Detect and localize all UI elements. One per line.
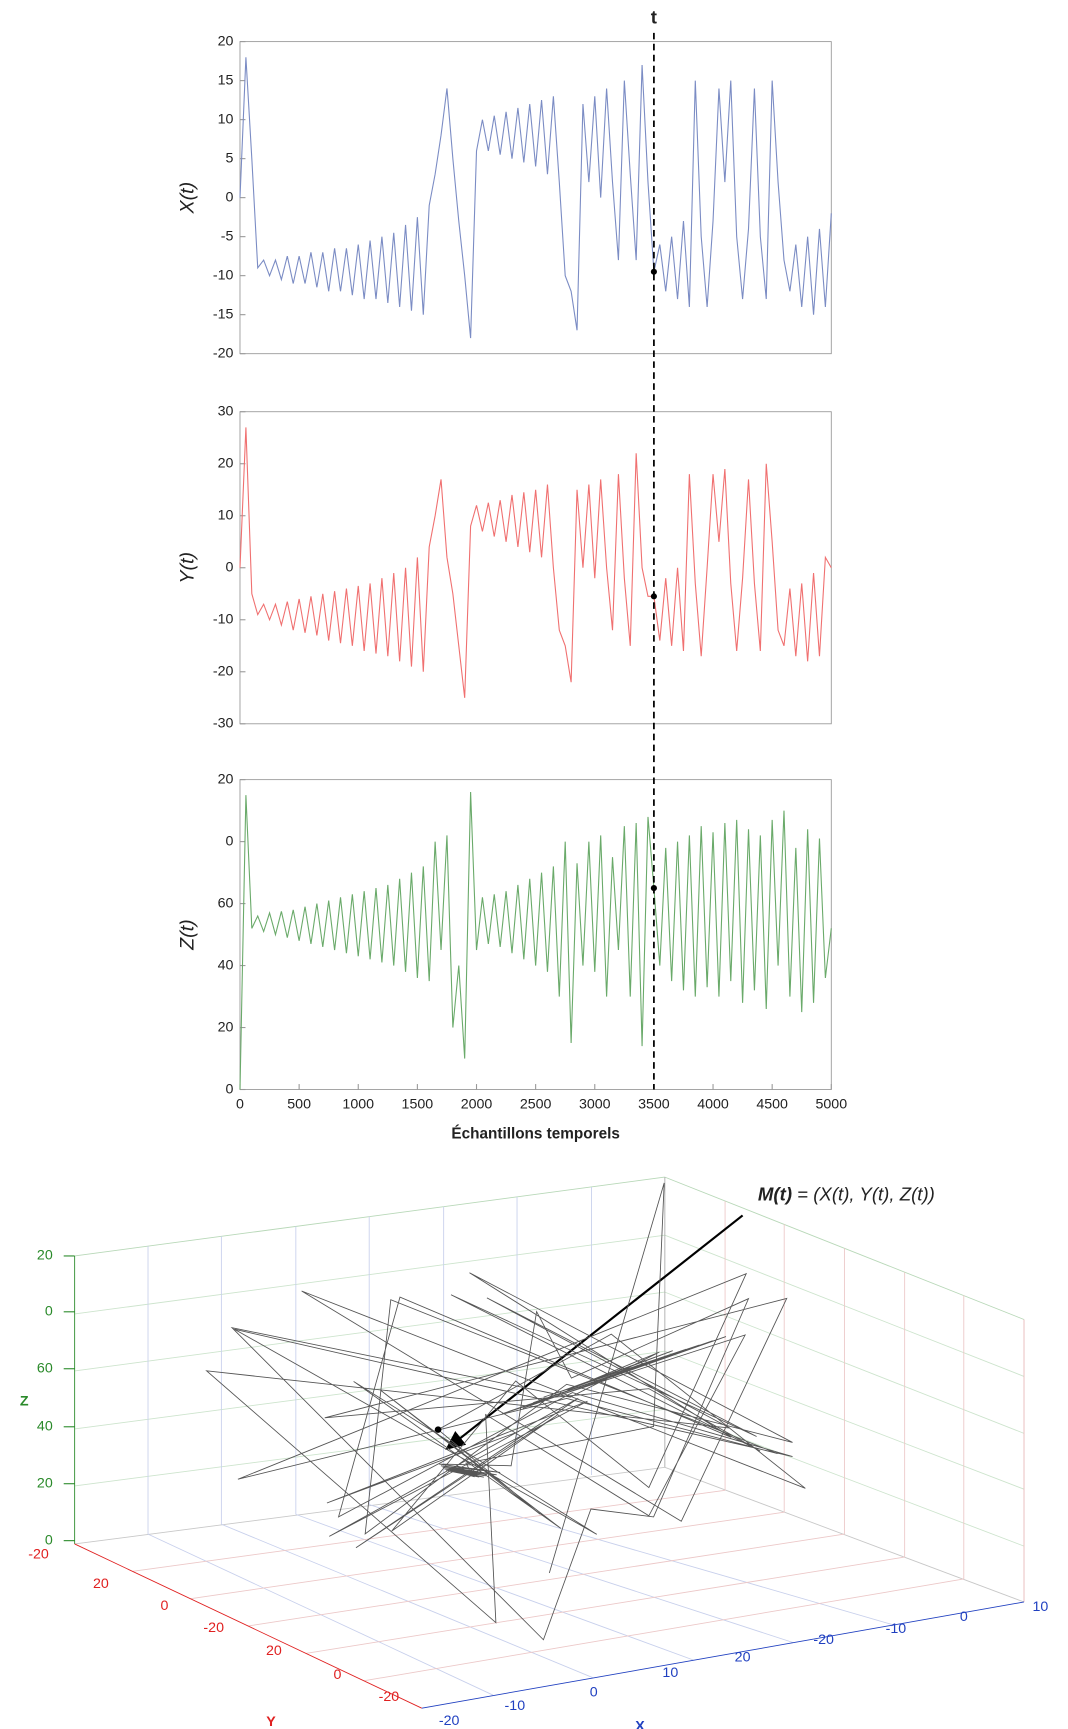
x-tick-label-3d: 0 xyxy=(590,1685,598,1701)
x-tick-label-3d: -10 xyxy=(886,1621,907,1637)
y-tick-label: 0 xyxy=(226,560,234,576)
x-tick-label: 1000 xyxy=(342,1097,374,1113)
y-axis-label: Y xyxy=(266,1714,276,1729)
y-tick-label-3d: 20 xyxy=(266,1643,282,1659)
y-axis-label: X(t) xyxy=(177,182,199,215)
y-tick-label: 15 xyxy=(218,72,234,88)
x-tick-label: 4500 xyxy=(756,1097,788,1113)
z-tick-label: 40 xyxy=(37,1419,53,1435)
y-tick-label: 20 xyxy=(218,33,234,49)
y-tick-label: -10 xyxy=(213,612,234,628)
y-tick-label: 60 xyxy=(218,895,234,911)
y-tick-label: 20 xyxy=(218,771,234,787)
x-tick-label: 1500 xyxy=(402,1097,434,1113)
y-axis-label: Y(t) xyxy=(177,552,199,584)
z-tick-label: 60 xyxy=(37,1361,53,1377)
z-tick-label: 0 xyxy=(45,1304,53,1320)
axes-box xyxy=(239,779,832,1090)
y-tick-label: 10 xyxy=(218,111,234,127)
point-3d xyxy=(434,1426,442,1433)
y-tick-label: 5 xyxy=(226,150,234,166)
series-line xyxy=(239,57,832,339)
x-tick-label-3d: 0 xyxy=(960,1609,968,1625)
y-tick-label: 30 xyxy=(218,403,234,419)
annotation-rest: = (X(t), Y(t), Z(t)) xyxy=(792,1184,935,1205)
series-line xyxy=(239,791,832,1090)
y-tick-label-3d: -20 xyxy=(28,1547,49,1563)
x-tick-label: 0 xyxy=(236,1097,244,1113)
y-axis-label: Z(t) xyxy=(177,919,199,951)
y-tick-label-3d: 0 xyxy=(160,1598,168,1614)
x-tick-label-3d: -20 xyxy=(439,1713,460,1729)
x-axis-label: X xyxy=(635,1719,645,1729)
z-axis-label: Z xyxy=(20,1393,29,1409)
annotation: M(t) = (X(t), Y(t), Z(t)) xyxy=(758,1184,935,1205)
x-tick-label: 3500 xyxy=(638,1097,670,1113)
x-tick-label-3d: -20 xyxy=(813,1632,834,1648)
x-tick-label-3d: 20 xyxy=(735,1650,751,1666)
x-tick-label: 5000 xyxy=(815,1097,847,1113)
axes-box xyxy=(239,41,832,355)
annotation-bold: M(t) xyxy=(758,1184,792,1205)
y-tick-label: 40 xyxy=(218,957,234,973)
z-tick-label: 0 xyxy=(45,1532,53,1548)
y-tick-label-3d: 0 xyxy=(333,1667,341,1683)
y-tick-label: 10 xyxy=(218,508,234,524)
annotation-arrow xyxy=(445,1214,744,1451)
z-tick-label: 20 xyxy=(37,1475,53,1491)
y-tick-label: -5 xyxy=(221,228,234,244)
series-line xyxy=(239,427,832,698)
y-tick-label-3d: -20 xyxy=(203,1620,224,1636)
x-tick-label: 3000 xyxy=(579,1097,611,1113)
cursor-point xyxy=(650,593,657,600)
x-tick-label: 4000 xyxy=(697,1097,729,1113)
y-tick-label: -10 xyxy=(213,267,234,283)
y-tick-label: 20 xyxy=(218,455,234,471)
y-tick-label: -15 xyxy=(213,306,234,322)
x-tick-label-3d: 10 xyxy=(662,1665,678,1681)
y-tick-label: 0 xyxy=(226,1081,234,1097)
x-axis-label: Échantillons temporels xyxy=(451,1125,619,1142)
y-tick-label: 0 xyxy=(226,189,234,205)
axes-box xyxy=(239,411,832,725)
z-tick-label: 20 xyxy=(37,1248,53,1264)
cursor-point xyxy=(650,268,657,275)
y-tick-label: -20 xyxy=(213,345,234,361)
x-tick-label-3d: 10 xyxy=(1033,1599,1049,1615)
cursor-point xyxy=(650,885,657,892)
x-tick-label: 2500 xyxy=(520,1097,552,1113)
y-tick-label-3d: -20 xyxy=(379,1689,400,1705)
trajectory-3d xyxy=(205,1182,806,1641)
box-3d xyxy=(74,1176,1025,1709)
y-tick-label-3d: 20 xyxy=(93,1576,109,1592)
x-tick-label: 500 xyxy=(287,1097,311,1113)
x-tick-label-3d: -10 xyxy=(505,1698,526,1714)
y-tick-label: 20 xyxy=(218,1019,234,1035)
y-tick-label: 0 xyxy=(226,833,234,849)
cursor-label: t xyxy=(651,7,657,28)
x-tick-label: 2000 xyxy=(461,1097,493,1113)
y-tick-label: -30 xyxy=(213,716,234,732)
y-tick-label: -20 xyxy=(213,664,234,680)
